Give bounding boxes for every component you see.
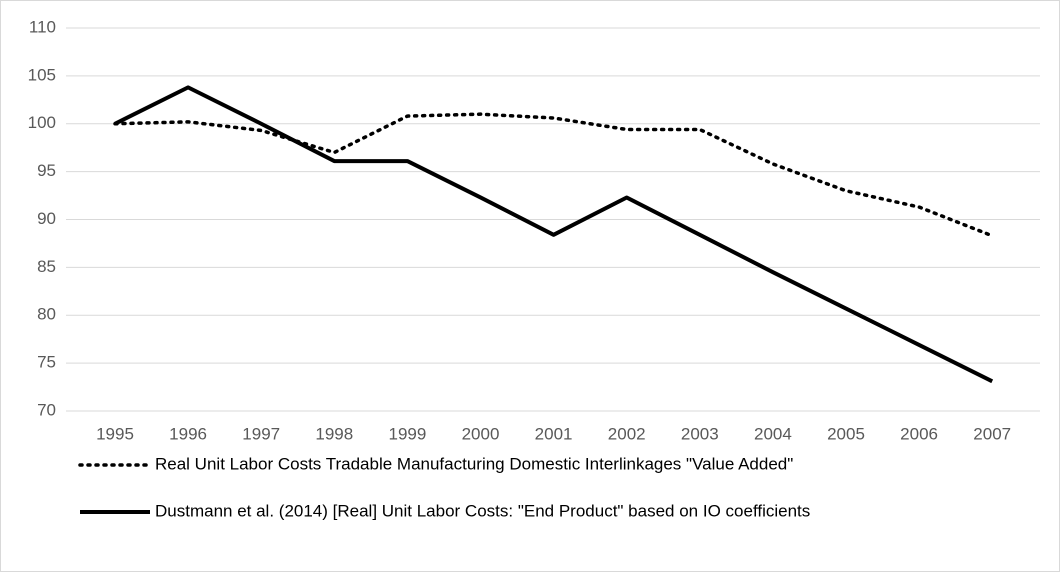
x-tick-label: 1998 (315, 424, 353, 443)
x-tick-label: 2007 (973, 424, 1011, 443)
y-tick-label: 80 (37, 305, 56, 324)
y-tick-label: 85 (37, 257, 56, 276)
legend: Real Unit Labor Costs Tradable Manufactu… (78, 454, 810, 520)
x-tick-label: 2000 (462, 424, 500, 443)
x-tick-label: 2002 (608, 424, 646, 443)
y-tick-label: 90 (37, 209, 56, 228)
y-tick-label: 70 (37, 400, 56, 419)
x-tick-label: 2001 (535, 424, 573, 443)
legend-label: Real Unit Labor Costs Tradable Manufactu… (155, 454, 793, 473)
y-tick-label: 75 (37, 353, 56, 372)
y-tick-label: 110 (29, 17, 56, 36)
x-tick-label: 1995 (96, 424, 134, 443)
x-tick-label: 2006 (900, 424, 938, 443)
x-tick-label: 2005 (827, 424, 865, 443)
x-tick-label: 2003 (681, 424, 719, 443)
y-tick-label: 105 (28, 65, 56, 84)
series-line (114, 85, 994, 384)
y-tick-label: 95 (37, 161, 56, 180)
y-tick-label: 100 (28, 113, 56, 132)
x-tick-label: 1997 (242, 424, 280, 443)
x-tick-label: 2004 (754, 424, 792, 443)
series-line (113, 112, 994, 238)
legend-label: Dustmann et al. (2014) [Real] Unit Labor… (155, 501, 810, 520)
x-tick-label: 1999 (388, 424, 426, 443)
x-tick-label: 1996 (169, 424, 207, 443)
